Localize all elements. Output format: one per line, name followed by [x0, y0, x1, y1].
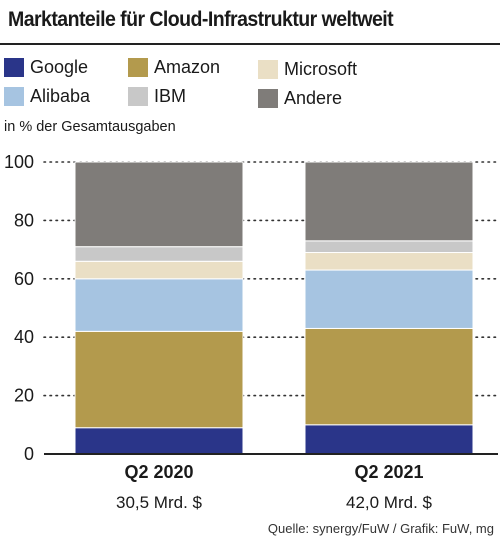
legend-swatch-google [4, 58, 24, 77]
y-tick-label-80: 80 [14, 210, 34, 230]
bar-google-q2-2020 [74, 427, 244, 455]
legend-label-ibm: IBM [154, 86, 187, 106]
x-category-sublabel-q2-2021: 42,0 Mrd. $ [346, 493, 433, 512]
bar-amazon-q2-2020 [74, 330, 244, 429]
y-axis-label: in % der Gesamtausgaben [4, 119, 176, 135]
bar-microsoft-q2-2021 [304, 252, 474, 271]
bar-ibm-q2-2020 [74, 246, 244, 262]
bar-microsoft-q2-2020 [74, 260, 244, 280]
x-category-label-q2-2020: Q2 2020 [124, 462, 193, 482]
y-tick-label-20: 20 [14, 386, 34, 406]
legend-label-andere: Andere [284, 88, 343, 108]
legend-swatch-alibaba [4, 87, 24, 106]
x-category-sublabel-q2-2020: 30,5 Mrd. $ [116, 493, 203, 512]
y-tick-label-40: 40 [14, 327, 34, 347]
legend-item-microsoft: Microsoft [258, 59, 357, 80]
bar-andere-q2-2021 [304, 161, 474, 242]
legend-item-alibaba: Alibaba [4, 86, 90, 107]
bar-alibaba-q2-2020 [74, 278, 244, 332]
legend-swatch-microsoft [258, 60, 278, 79]
y-tick-label-100: 100 [4, 152, 34, 172]
legend-item-ibm: IBM [128, 86, 186, 107]
chart-title: Marktanteile für Cloud-Infrastruktur wel… [8, 8, 394, 31]
source-note: Quelle: synergy/FuW / Grafik: FuW, mg [267, 521, 494, 536]
legend: Google Amazon Microsoft Alibaba IBM Ande… [0, 54, 500, 114]
y-tick-label-0: 0 [24, 444, 34, 464]
y-tick-label-60: 60 [14, 269, 34, 289]
legend-item-google: Google [4, 57, 88, 78]
legend-label-amazon: Amazon [154, 57, 221, 77]
x-category-label-q2-2021: Q2 2021 [354, 462, 423, 482]
legend-swatch-andere [258, 89, 278, 108]
legend-swatch-ibm [128, 87, 148, 106]
bar-amazon-q2-2021 [304, 327, 474, 426]
bar-alibaba-q2-2021 [304, 269, 474, 329]
bar-ibm-q2-2021 [304, 240, 474, 254]
legend-label-alibaba: Alibaba [30, 86, 91, 106]
legend-item-andere: Andere [258, 88, 342, 109]
title-rule [0, 43, 500, 45]
bar-andere-q2-2020 [74, 161, 244, 248]
legend-item-amazon: Amazon [128, 57, 220, 78]
legend-label-microsoft: Microsoft [284, 59, 358, 79]
legend-label-google: Google [30, 57, 89, 77]
bar-google-q2-2021 [304, 424, 474, 455]
legend-swatch-amazon [128, 58, 148, 77]
